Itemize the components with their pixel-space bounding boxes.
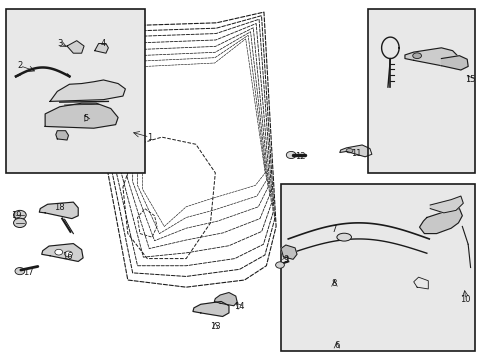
Polygon shape [419,208,461,234]
Polygon shape [95,44,108,53]
Text: 14: 14 [234,302,244,311]
Polygon shape [214,293,237,306]
Polygon shape [50,80,125,102]
Text: 9: 9 [283,255,288,264]
Circle shape [55,249,62,255]
Text: 17: 17 [23,268,33,277]
Polygon shape [429,196,462,213]
Bar [6,9,144,173]
Polygon shape [41,244,83,261]
Polygon shape [413,277,427,289]
Text: 16: 16 [61,252,72,261]
Polygon shape [45,103,118,128]
Polygon shape [56,131,68,140]
Polygon shape [404,48,457,66]
Text: 8: 8 [331,279,336,288]
Ellipse shape [346,149,352,153]
Polygon shape [193,301,228,316]
Polygon shape [441,56,467,70]
Circle shape [64,251,72,257]
Text: 19: 19 [11,211,21,220]
Polygon shape [339,145,371,157]
Ellipse shape [412,53,421,59]
Text: 5: 5 [83,114,89,123]
Text: 15: 15 [465,75,475,84]
Circle shape [15,267,25,275]
Text: 10: 10 [460,295,470,304]
Text: 3: 3 [57,39,62,48]
Text: 4: 4 [101,39,106,48]
Circle shape [275,262,284,268]
Text: 18: 18 [54,203,65,212]
Text: 7: 7 [331,225,336,234]
Circle shape [14,210,26,220]
Text: 13: 13 [209,322,220,331]
Bar [281,184,474,351]
Text: 11: 11 [350,149,361,158]
Polygon shape [67,41,84,53]
Text: 6: 6 [333,341,339,350]
Circle shape [286,152,295,158]
Text: 2: 2 [17,61,22,70]
Ellipse shape [336,233,351,241]
Bar [368,9,474,173]
Text: 1: 1 [147,132,152,141]
Polygon shape [39,202,78,219]
Text: 12: 12 [294,152,305,161]
Polygon shape [281,245,296,259]
Circle shape [14,218,26,228]
